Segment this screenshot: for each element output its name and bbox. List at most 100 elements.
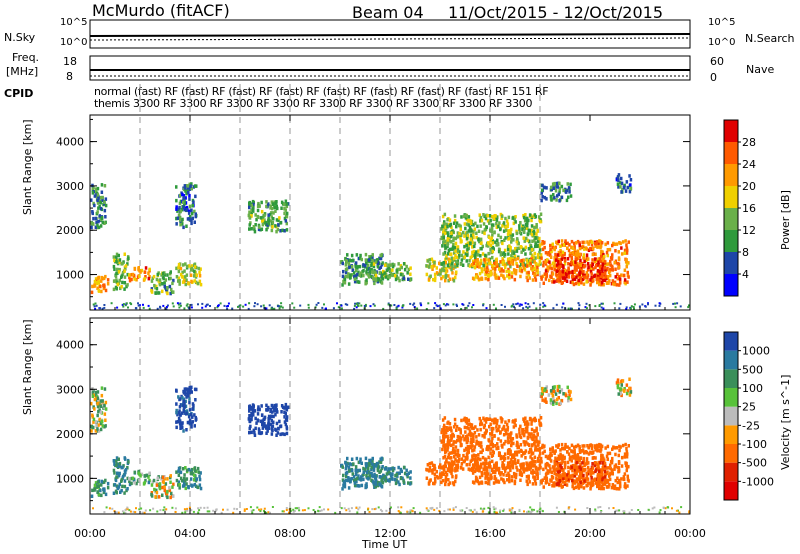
echo-cell	[553, 481, 556, 485]
echo-cell	[618, 481, 622, 485]
echo-cell	[124, 467, 128, 472]
echo-cell	[586, 268, 590, 272]
echo-cell	[175, 402, 178, 406]
echo-cell	[473, 265, 477, 270]
echo-cell	[548, 457, 552, 461]
echo-cell	[536, 469, 539, 473]
echo-cell	[443, 416, 447, 420]
echo-cell	[597, 478, 600, 482]
echo-cell	[549, 263, 552, 268]
echo-cell	[434, 480, 437, 484]
echo-cell	[591, 252, 595, 257]
echo-cell	[371, 253, 374, 257]
echo-cell	[618, 484, 622, 489]
echo-cell	[269, 407, 272, 412]
echo-cell	[623, 452, 627, 456]
echo-cell	[527, 259, 530, 264]
echo-cell	[550, 453, 553, 457]
echo-cell	[527, 422, 530, 426]
echo-cell	[554, 456, 557, 460]
echo-cell	[95, 281, 99, 285]
ground-scatter-cell	[94, 302, 97, 305]
echo-cell	[370, 478, 373, 482]
echo-cell	[536, 265, 539, 270]
echo-cell	[163, 484, 166, 489]
echo-cell	[172, 290, 175, 294]
echo-cell	[542, 260, 545, 265]
echo-cell	[582, 253, 586, 257]
echo-cell	[623, 186, 626, 190]
echo-cell	[248, 430, 251, 435]
echo-cell	[118, 471, 121, 476]
echo-cell	[455, 428, 458, 432]
echo-cell	[546, 258, 549, 262]
echo-cell	[556, 194, 559, 198]
echo-cell	[444, 225, 447, 229]
echo-cell	[466, 247, 469, 252]
ground-scatter-cell	[129, 302, 132, 305]
echo-cell	[546, 265, 549, 269]
echo-cell	[605, 480, 608, 485]
echo-cell	[270, 414, 273, 418]
echo-cell	[148, 471, 151, 475]
ground-scatter-cell	[373, 304, 376, 307]
echo-cell	[177, 262, 181, 267]
echo-cell	[504, 236, 507, 240]
echo-cell	[623, 455, 626, 459]
echo-cell	[454, 241, 458, 246]
echo-cell	[170, 491, 173, 496]
echo-cell	[170, 287, 173, 292]
ground-scatter-cell	[188, 506, 191, 509]
echo-cell	[259, 419, 263, 424]
echo-cell	[467, 467, 470, 471]
echo-cell	[157, 482, 160, 487]
echo-cell	[567, 389, 571, 393]
echo-cell	[349, 273, 352, 277]
echo-cell	[538, 418, 541, 423]
echo-cell	[544, 473, 548, 477]
echo-cell	[616, 476, 619, 480]
ground-scatter-cell	[495, 307, 497, 310]
echo-cell	[472, 232, 475, 237]
echo-cell	[363, 467, 367, 472]
echo-cell	[432, 277, 435, 282]
echo-cell	[269, 212, 272, 217]
echo-cell	[565, 393, 568, 398]
echo-cell	[552, 396, 555, 400]
ground-scatter-cell	[467, 304, 470, 307]
ground-scatter-cell	[504, 305, 506, 308]
echo-cell	[561, 468, 565, 472]
ground-scatter-cell	[177, 303, 180, 306]
echo-cell	[350, 457, 354, 461]
echo-cell	[575, 275, 578, 279]
echo-cell	[478, 265, 481, 269]
echo-cell	[600, 241, 604, 245]
echo-cell	[453, 214, 457, 218]
echo-cell	[444, 479, 447, 483]
echo-cell	[97, 429, 101, 433]
echo-cell	[275, 229, 278, 234]
echo-cell	[463, 244, 466, 249]
echo-cell	[347, 476, 350, 480]
echo-cell	[614, 267, 617, 271]
echo-cell	[381, 261, 384, 265]
echo-cell	[402, 276, 406, 281]
echo-cell	[533, 477, 536, 481]
echo-cell	[601, 277, 604, 281]
echo-cell	[626, 270, 629, 275]
echo-cell	[345, 267, 349, 271]
echo-cell	[473, 469, 477, 474]
echo-cell	[493, 272, 496, 277]
ground-scatter-cell	[555, 303, 558, 306]
echo-cell	[452, 221, 456, 225]
echo-cell	[96, 480, 100, 484]
echo-cell	[359, 478, 363, 482]
echo-cell	[90, 429, 93, 433]
echo-cell	[595, 241, 599, 246]
echo-cell	[118, 482, 121, 487]
echo-cell	[552, 186, 555, 190]
echo-cell	[124, 457, 127, 461]
ground-scatter-cell	[273, 307, 276, 310]
echo-cell	[177, 213, 181, 217]
echo-cell	[496, 468, 499, 472]
